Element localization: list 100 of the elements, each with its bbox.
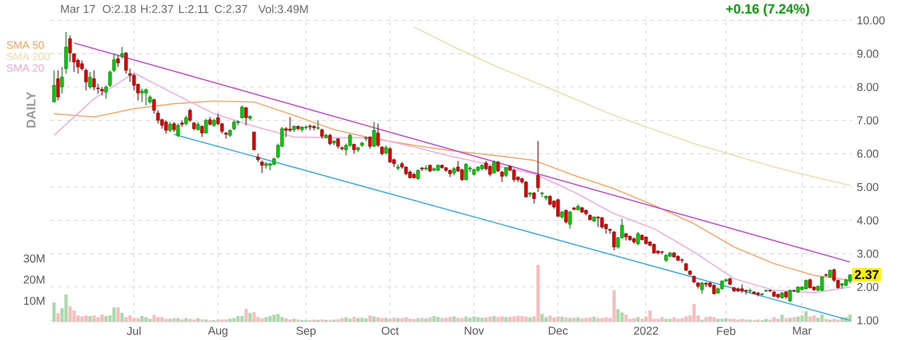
bar xyxy=(72,310,76,322)
candlestick xyxy=(368,136,372,150)
bar xyxy=(488,316,492,322)
text: SMA 200 xyxy=(6,52,50,60)
candlestick xyxy=(140,88,144,102)
bar xyxy=(524,316,528,322)
bar xyxy=(416,318,420,322)
bar xyxy=(612,290,616,322)
x-tick-label: Feb xyxy=(717,326,736,336)
bar xyxy=(616,309,620,322)
candlestick xyxy=(788,289,792,302)
text: L:2.11 xyxy=(179,5,208,13)
bar xyxy=(544,317,548,322)
text: SMA 50 xyxy=(6,41,44,49)
bar xyxy=(672,317,676,322)
candlestick xyxy=(204,118,208,134)
bar xyxy=(476,317,480,322)
y-tick-label: 1.00 xyxy=(858,316,878,324)
candlestick xyxy=(120,46,124,60)
candlestick xyxy=(336,138,340,150)
candlestick xyxy=(316,120,320,130)
y-tick-label: 3.00 xyxy=(857,250,878,258)
bar xyxy=(352,316,356,322)
text: O:2.18 xyxy=(102,4,136,14)
bar xyxy=(660,317,664,322)
bar xyxy=(160,317,164,322)
candlestick xyxy=(808,278,812,290)
candlestick xyxy=(328,133,332,146)
bar xyxy=(244,308,248,322)
candlestick xyxy=(68,34,72,62)
candlestick xyxy=(88,72,92,90)
bar xyxy=(404,317,408,322)
candlestick xyxy=(548,194,552,206)
candlestick xyxy=(56,70,60,101)
x-tick-label: Jul xyxy=(126,326,140,336)
bar xyxy=(632,318,636,322)
candlestick xyxy=(184,114,188,126)
y-tick-label: 5.00 xyxy=(857,182,878,192)
bar xyxy=(604,317,608,322)
candlestick xyxy=(492,160,496,174)
bar xyxy=(812,315,816,322)
bar xyxy=(96,317,100,322)
text: Mar 17 xyxy=(61,5,95,13)
candlestick xyxy=(176,123,180,138)
candlestick xyxy=(388,146,392,164)
candlestick xyxy=(556,198,560,218)
candlestick xyxy=(188,108,192,122)
bar xyxy=(280,317,284,322)
candlestick xyxy=(612,230,616,251)
candlestick xyxy=(464,162,468,181)
candlestick xyxy=(488,164,492,177)
bar xyxy=(196,318,200,322)
bar xyxy=(784,318,788,322)
candlestick xyxy=(660,250,664,255)
bar xyxy=(548,316,552,322)
bar xyxy=(620,312,624,322)
candlestick xyxy=(372,122,376,148)
bar xyxy=(156,317,160,322)
candlestick xyxy=(568,210,572,230)
candlestick xyxy=(384,144,388,155)
candlestick xyxy=(524,180,528,198)
y-tick-label: 6.00 xyxy=(857,150,878,158)
candlestick xyxy=(144,88,148,106)
y2-tick-label: 20M xyxy=(24,276,44,284)
candlestick xyxy=(172,122,176,132)
bar xyxy=(340,318,344,322)
y-tick-label: 9.00 xyxy=(857,50,878,58)
annotation: 2.37 xyxy=(854,270,878,280)
candlestick xyxy=(416,169,420,180)
text: H:2.37 xyxy=(141,4,174,14)
x-tick-label: 2022 xyxy=(634,326,658,335)
bar xyxy=(248,313,252,322)
text: Vol:3.49M xyxy=(258,4,308,14)
candlestick xyxy=(600,216,604,230)
bar xyxy=(452,316,456,322)
candlestick xyxy=(564,209,568,224)
candlestick xyxy=(244,106,248,126)
bar xyxy=(124,317,128,322)
y2-tick-label: 10M xyxy=(24,296,44,305)
bar xyxy=(368,316,372,322)
bar xyxy=(464,316,468,322)
text: DAILY xyxy=(26,92,36,128)
bar xyxy=(232,318,236,322)
x-tick-label: Oct xyxy=(382,326,399,335)
bar xyxy=(176,318,180,322)
bar xyxy=(144,317,148,322)
text: C:2.37 xyxy=(214,4,248,14)
bar xyxy=(56,313,60,322)
candlestick xyxy=(820,276,824,292)
candlestick xyxy=(252,132,256,151)
bar xyxy=(284,318,288,322)
y-tick-label: 10.00 xyxy=(858,16,885,24)
bar xyxy=(560,316,564,322)
candlestick xyxy=(700,282,704,294)
candlestick xyxy=(804,279,808,290)
bar xyxy=(136,318,140,322)
bar xyxy=(184,318,188,322)
candlestick xyxy=(168,122,172,132)
candlestick xyxy=(164,120,168,134)
candlestick xyxy=(320,128,324,140)
